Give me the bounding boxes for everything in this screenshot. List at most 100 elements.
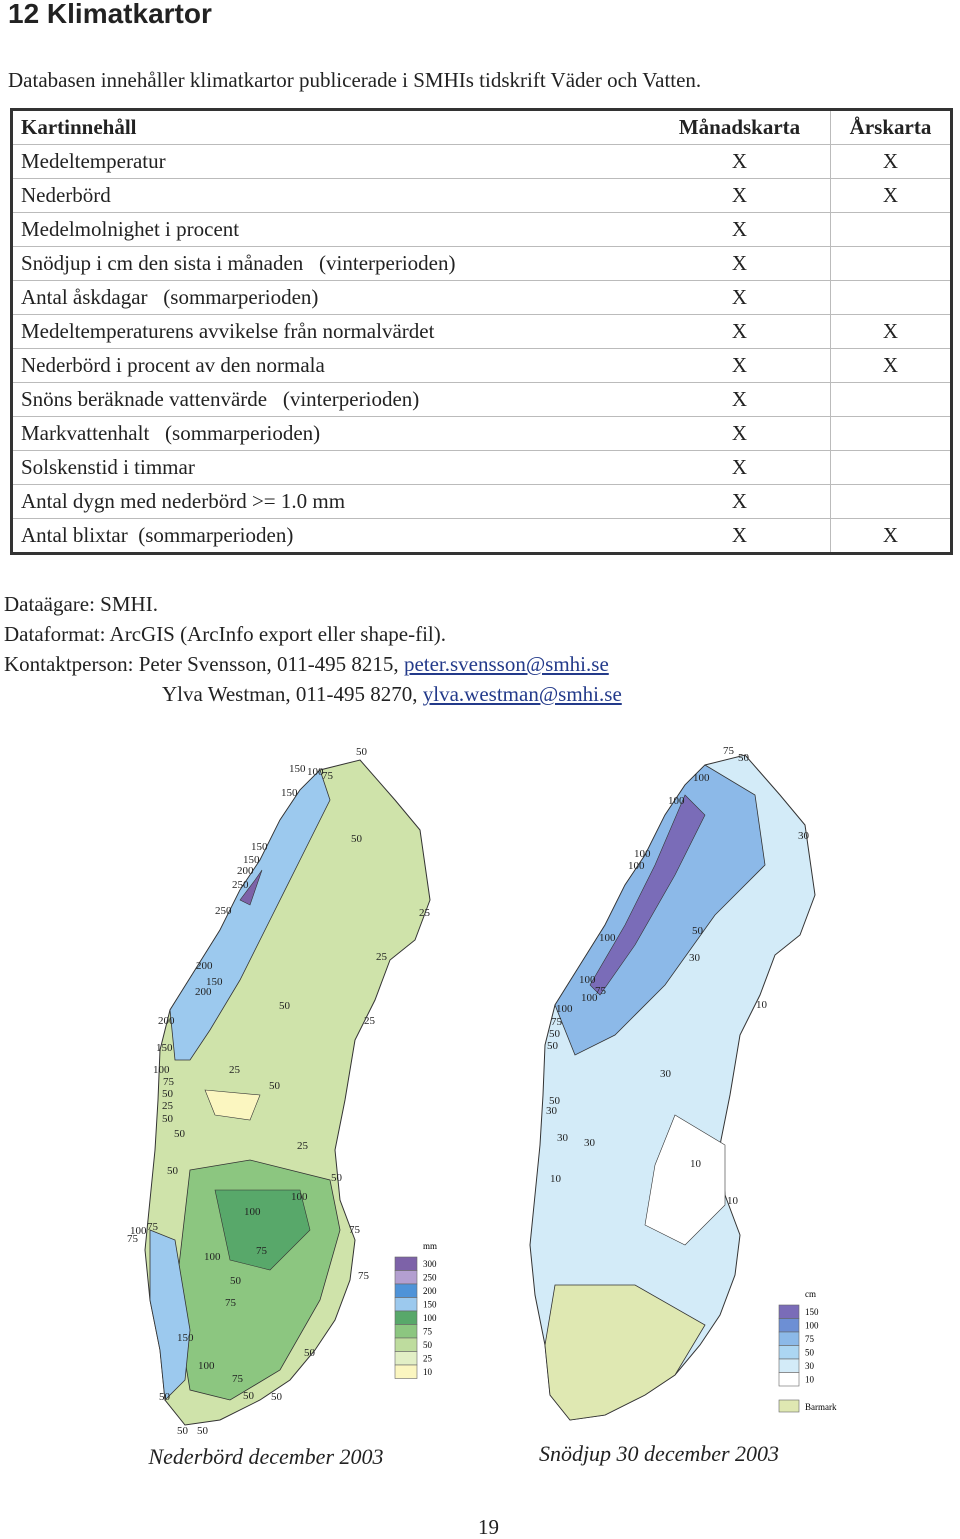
contour-label: 30 — [798, 830, 810, 842]
email-link[interactable]: peter.svensson@smhi.se — [403, 652, 609, 676]
contour-label: 50 — [356, 746, 368, 758]
table-body: Medeltemperatur X X Nederbörd X X Medelmolnigh… — [11, 144, 952, 554]
legend-label: 75 — [423, 1327, 433, 1337]
table-cell — [830, 280, 952, 315]
intro: Databasen innehåller klimatkartor public… — [8, 68, 702, 92]
table-row: Snöns beräknade vattenvärde (vinterperio… — [11, 382, 952, 417]
contour-label: 25 — [419, 907, 431, 919]
table-cell — [830, 382, 952, 417]
contour-label: 75 — [225, 1297, 237, 1309]
contour-label: 100 — [153, 1064, 170, 1076]
contour-label: 75 — [551, 1016, 563, 1028]
legend-label: Barmark — [805, 1402, 837, 1412]
contour-label: 200 — [237, 865, 254, 877]
legend-label: 100 — [805, 1321, 819, 1331]
table-cell — [830, 212, 952, 247]
legend-swatch — [394, 1297, 418, 1312]
legend-swatch — [394, 1283, 418, 1298]
table-cell: X — [649, 246, 831, 281]
table-cell: Markvattenhalt (sommarperioden) — [11, 416, 649, 451]
table-row: Markvattenhalt (sommarperioden) X — [11, 416, 952, 451]
table-cell: Antal dygn med nederbörd >= 1.0 mm — [11, 484, 649, 519]
table-cell: X — [649, 518, 831, 554]
legend-swatch — [394, 1324, 418, 1339]
email-link[interactable]: ylva.westman@smhi.se — [422, 682, 622, 706]
legend-label: 200 — [423, 1286, 437, 1296]
table-row: Medeltemperatur X X — [11, 144, 952, 179]
contact-text: Kontaktperson: Peter Svensson, 011-495 8… — [4, 652, 399, 676]
west-coast-zone — [149, 1229, 191, 1401]
legend-swatch — [778, 1331, 800, 1346]
table-cell: X — [830, 348, 952, 383]
contour-label: 100 — [693, 772, 710, 784]
contour-label: 50 — [167, 1165, 179, 1177]
legend-label: 300 — [423, 1259, 437, 1269]
contour-label: 30 — [584, 1137, 596, 1149]
table: Kartinnehåll Månadskarta Årskarta Medeltemp… — [10, 108, 953, 555]
contour-label: 30 — [557, 1132, 569, 1144]
contact-text: Ylva Westman, 011-495 8270, — [162, 682, 418, 706]
legend-label: 25 — [423, 1354, 433, 1364]
contour-label: 75 — [147, 1221, 159, 1233]
legend-swatch — [778, 1372, 800, 1387]
table-cell — [830, 484, 952, 519]
contour-label: 75 — [595, 985, 607, 997]
contour-label: 100 — [581, 992, 598, 1004]
contour-label: 50 — [331, 1172, 343, 1184]
legend-swatch — [394, 1310, 418, 1325]
table-cell — [830, 416, 952, 451]
contour-label: 50 — [279, 1000, 291, 1012]
contour-label: 50 — [230, 1275, 242, 1287]
south-wetter-zone — [214, 1189, 311, 1271]
column-header: Årskarta — [830, 109, 952, 145]
contour-label: 150 — [251, 841, 268, 853]
legend-label: 150 — [805, 1307, 819, 1317]
header-row: Kartinnehåll Månadskarta Årskarta — [12, 109, 952, 145]
table-cell: Medeltemperatur — [11, 144, 649, 179]
contour-label: 75 — [163, 1076, 175, 1088]
table-cell — [830, 246, 952, 281]
table-cell: Snöns beräknade vattenvärde (vinterperio… — [11, 382, 649, 417]
legend-label: 150 — [423, 1300, 437, 1310]
contour-label: 50 — [269, 1080, 281, 1092]
legend-swatch — [778, 1399, 800, 1413]
contour-label: 50 — [177, 1425, 189, 1437]
low-snow — [644, 1114, 726, 1246]
table-cell: Solskenstid i timmar — [11, 450, 649, 485]
contour-label: 100 — [634, 848, 651, 860]
contour-label: 10 — [550, 1173, 562, 1185]
legend-swatch — [394, 1337, 418, 1352]
legend-label: 10 — [423, 1367, 433, 1377]
table-cell: X — [649, 450, 831, 485]
table-cell: Medelmolnighet i procent — [11, 212, 649, 247]
table-row: Medelmolnighet i procent X — [11, 212, 952, 247]
map-caption: Snödjup 30 december 2003 — [538, 1441, 780, 1466]
contour-label: 150 — [281, 787, 298, 799]
contour-label: 30 — [546, 1105, 558, 1117]
table-cell: X — [649, 382, 831, 417]
contour-label: 75 — [723, 745, 735, 757]
contour-label: 25 — [229, 1064, 241, 1076]
legend-label: 50 — [423, 1340, 433, 1350]
contour-label: 150 — [206, 976, 223, 988]
contour-label: 150 — [156, 1042, 173, 1054]
contour-label: 75 — [256, 1245, 268, 1257]
contour-label: 25 — [376, 951, 388, 963]
contour-label: 200 — [196, 960, 213, 972]
contour-label: 10 — [727, 1195, 739, 1207]
table-cell: Antal blixtar (sommarperioden) — [11, 518, 649, 554]
table-cell: X — [830, 178, 952, 213]
precipitation-map — [144, 759, 431, 1426]
table-cell: X — [649, 144, 831, 179]
contour-label: 50 — [351, 833, 363, 845]
legend-label: 100 — [423, 1313, 437, 1323]
contour-label: 25 — [364, 1015, 376, 1027]
contour-label: 100 — [668, 795, 685, 807]
contour-label: 25 — [162, 1100, 174, 1112]
table-row: Antal dygn med nederbörd >= 1.0 mm X — [11, 484, 952, 519]
bare-ground — [544, 1284, 706, 1421]
contour-label: 100 — [291, 1191, 308, 1203]
dry-zone — [204, 1089, 261, 1121]
legend-unit: cm — [805, 1289, 816, 1299]
